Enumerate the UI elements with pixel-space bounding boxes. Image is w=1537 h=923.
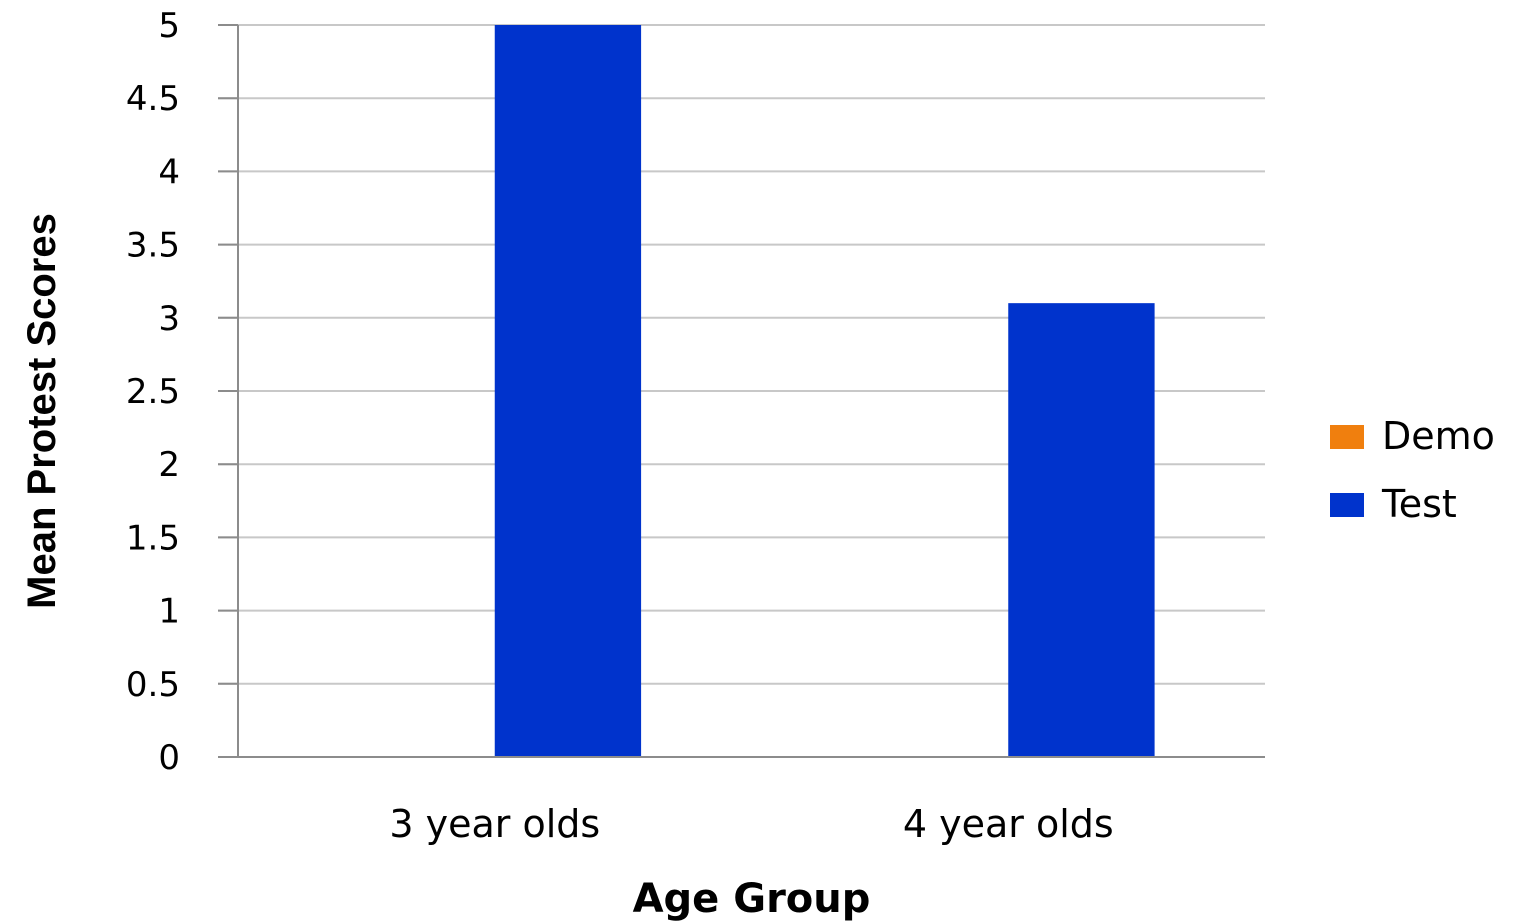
y-axis-ticks: 0 0.5 1 1.5 2 2.5 3 3.5 4 4.5 5	[126, 6, 238, 778]
bar-test-1	[494, 25, 642, 757]
y-tick-label: 0.5	[126, 665, 180, 705]
axes	[218, 25, 1265, 758]
bar-test-2	[1008, 303, 1155, 757]
x-category-label: 4 year olds	[903, 802, 1114, 846]
y-axis-title: Mean Protest Scores	[20, 213, 64, 609]
legend-swatch-test	[1330, 493, 1364, 517]
y-tick-label: 0	[158, 738, 180, 778]
y-tick-label: 3	[158, 299, 180, 339]
legend-swatch-demo	[1330, 425, 1364, 449]
x-axis-categories: 3 year olds 4 year olds	[389, 802, 1113, 846]
x-axis-title: Age Group	[633, 876, 871, 922]
y-tick-label: 1	[158, 592, 180, 632]
y-tick-label: 2	[158, 445, 180, 485]
legend-label-test: Test	[1381, 482, 1457, 526]
bars	[494, 25, 1155, 757]
y-tick-label: 1.5	[126, 518, 180, 558]
legend: Demo Test	[1330, 414, 1495, 526]
y-tick-label: 5	[158, 6, 180, 46]
legend-label-demo: Demo	[1382, 414, 1495, 458]
y-tick-label: 4	[158, 152, 180, 192]
y-tick-label: 3.5	[126, 226, 180, 266]
y-tick-label: 2.5	[126, 372, 180, 412]
grid-lines	[218, 24, 1265, 685]
x-category-label: 3 year olds	[389, 802, 600, 846]
y-tick-label: 4.5	[126, 79, 180, 119]
